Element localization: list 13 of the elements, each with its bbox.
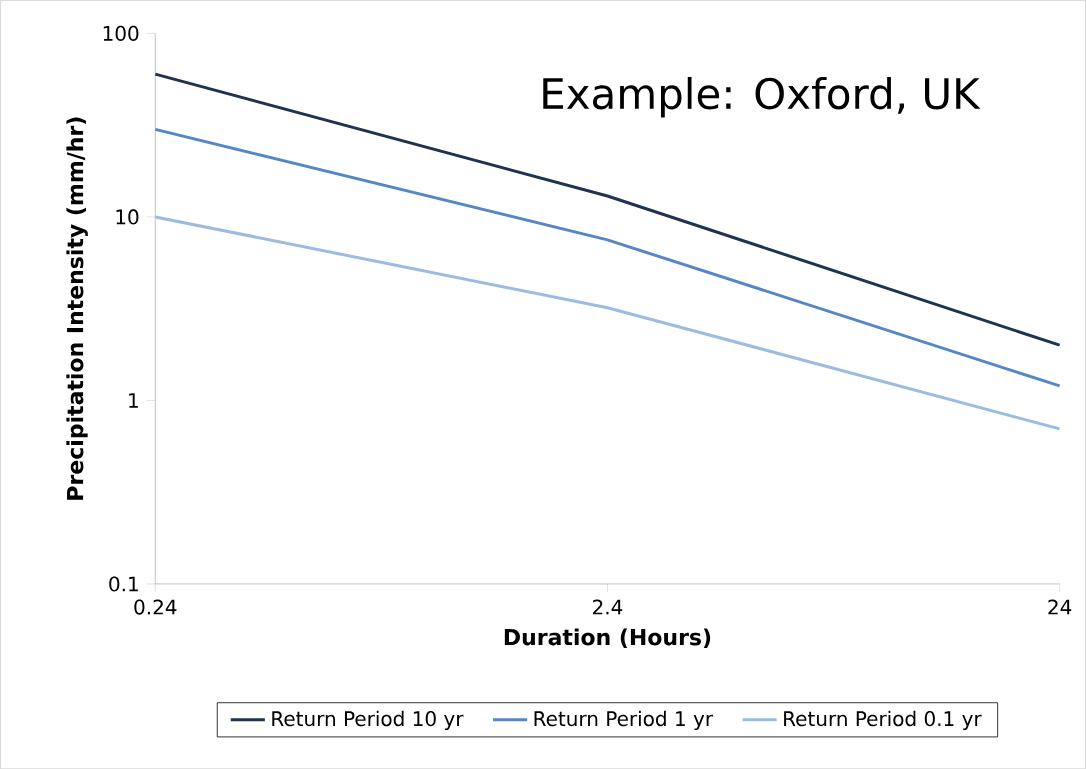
y-tick-label: 100	[103, 25, 139, 41]
x-tick-label: 24	[1048, 599, 1072, 615]
annotation: Example: Oxford, UK	[543, 76, 981, 118]
y-tick-label: 0.1	[109, 576, 138, 592]
legend-label: Return Period 0.1 yr	[784, 710, 982, 730]
legend-label: Return Period 1 yr	[534, 710, 714, 730]
y-tick-label: 1	[129, 393, 138, 408]
x-tick-label: 0.24	[134, 599, 177, 615]
y-axis-title: Precipitation Intensity (mm/hr)	[66, 117, 88, 500]
x-axis-title: Duration (Hours)	[504, 628, 711, 648]
x-tick-label: 2.4	[593, 599, 623, 615]
y-tick-label: 10	[116, 209, 139, 225]
legend-label: Return Period 10 yr	[272, 710, 464, 730]
